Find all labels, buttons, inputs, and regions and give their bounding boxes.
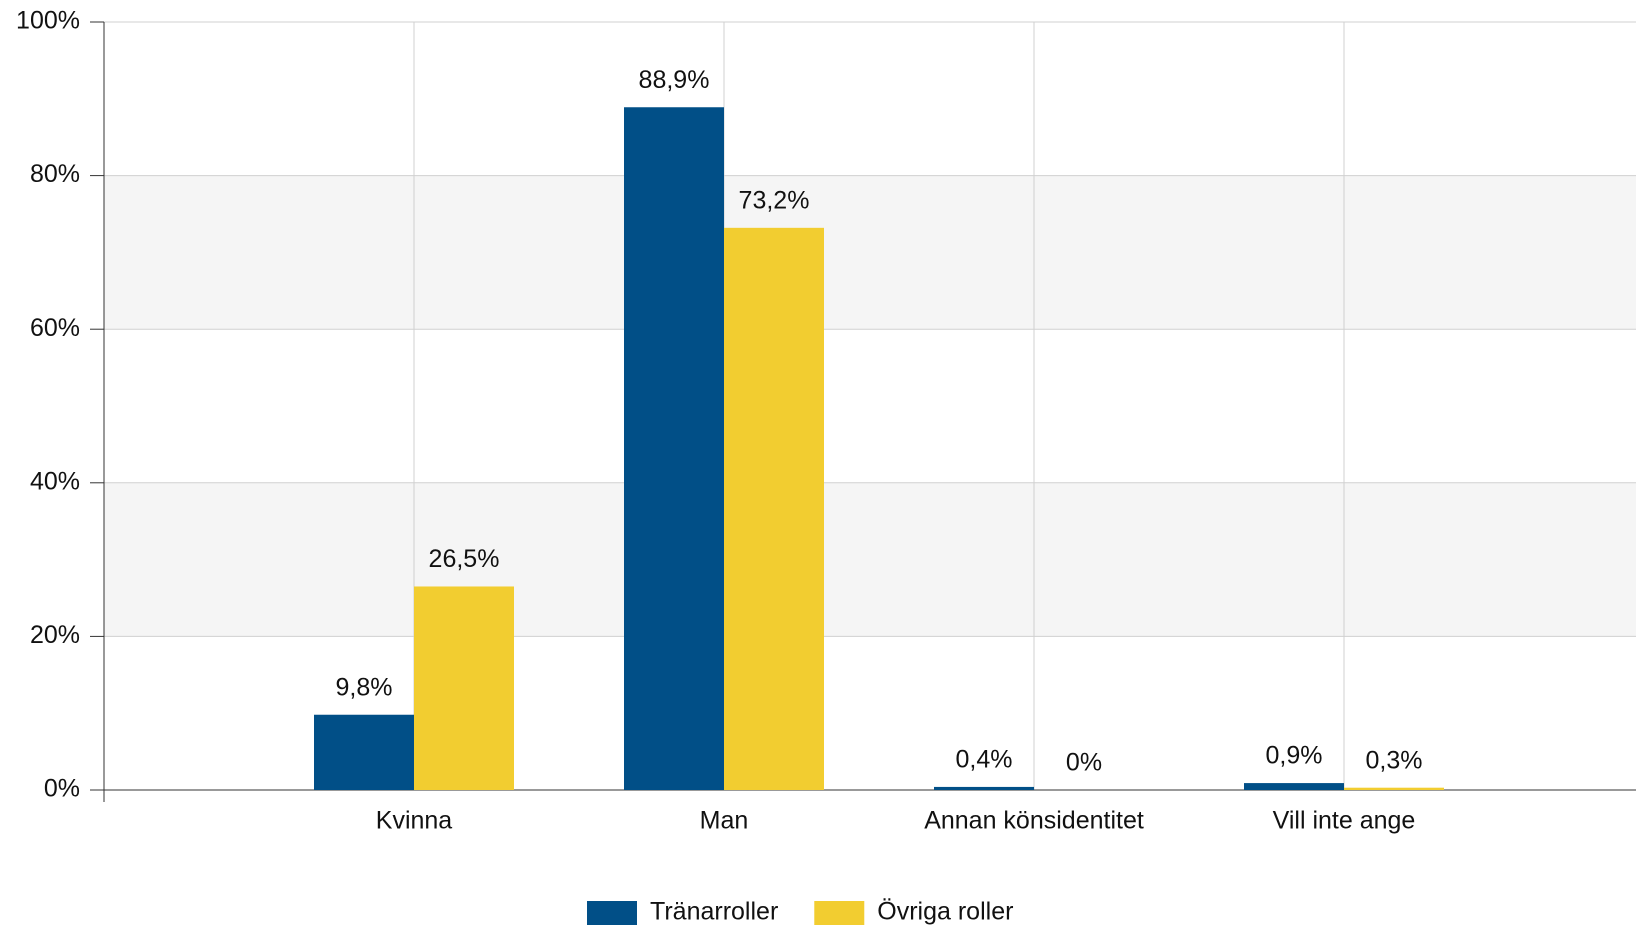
data-label: 0,9% (1266, 742, 1323, 770)
bar (934, 786, 1034, 790)
bar (724, 227, 824, 791)
y-tick-label: 80% (30, 160, 80, 188)
data-label: 0,4% (956, 746, 1013, 774)
bar (414, 586, 514, 790)
legend-label: Övriga roller (877, 898, 1013, 926)
y-tick-label: 0% (44, 775, 80, 803)
data-label: 88,9% (639, 66, 710, 94)
grid-band (104, 482, 1636, 637)
x-tick-label: Man (700, 807, 749, 835)
y-tick-label: 60% (30, 314, 80, 342)
bar (314, 714, 414, 790)
data-label: 9,8% (336, 673, 393, 701)
data-label: 26,5% (429, 545, 500, 573)
data-label: 73,2% (739, 186, 810, 214)
bar (1244, 783, 1344, 790)
data-label: 0,3% (1366, 746, 1423, 774)
y-tick-label: 40% (30, 467, 80, 495)
bar (1344, 787, 1444, 790)
data-label: 0% (1066, 749, 1102, 777)
bar (624, 107, 724, 791)
grid-band (104, 175, 1636, 330)
x-tick-label: Vill inte ange (1273, 807, 1416, 835)
y-tick-label: 100% (16, 7, 80, 35)
x-tick-label: Kvinna (376, 807, 453, 835)
legend-swatch (814, 901, 865, 925)
y-tick-label: 20% (30, 621, 80, 649)
legend-swatch (587, 901, 637, 925)
x-tick-label: Annan könsidentitet (924, 807, 1144, 835)
legend-label: Tränarroller (650, 898, 778, 926)
